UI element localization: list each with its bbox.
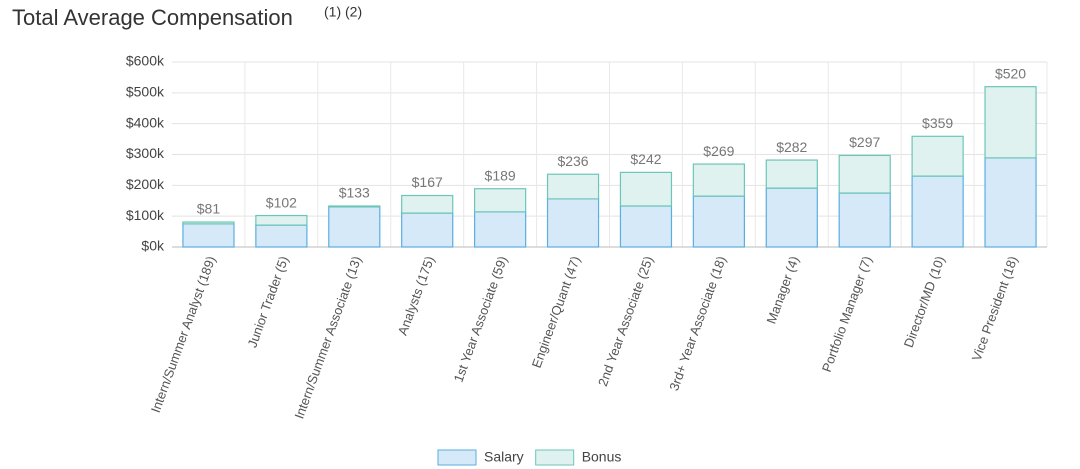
- bar-segment: [619, 171, 673, 207]
- total-label: $269: [703, 143, 734, 159]
- total-label: $242: [630, 151, 661, 167]
- bar-segment: [546, 173, 600, 200]
- total-label: $189: [485, 167, 516, 183]
- total-label: $133: [339, 185, 370, 201]
- bar-segment: [328, 206, 381, 248]
- bar-segment: [474, 211, 527, 248]
- y-tick-label: $400k: [126, 114, 165, 130]
- bar-segment: [182, 221, 235, 225]
- bar-segment: [911, 135, 964, 177]
- x-tick-label: Manager (4): [764, 254, 802, 326]
- y-tick-label: $600k: [126, 53, 165, 69]
- bar-segment: [984, 157, 1037, 248]
- bar-segment: [911, 175, 964, 248]
- y-tick-label: $200k: [126, 176, 165, 192]
- bar-segment: [765, 159, 818, 189]
- bar-segment: [474, 188, 527, 213]
- y-tick-label: $300k: [126, 145, 165, 161]
- chart-title: Total Average Compensation: [12, 5, 293, 30]
- bar-segment: [692, 195, 745, 248]
- bar-segment: [984, 86, 1037, 159]
- bar-segment: [692, 163, 745, 197]
- bar-segment: [765, 187, 818, 248]
- x-tick-label: Director/MD (10): [901, 254, 948, 349]
- x-tick-label: Portfolio Manager (7): [819, 254, 875, 374]
- x-tick-label: Engineer/Quant (47): [529, 254, 583, 370]
- x-tick-label: Intern/Summer Associate (13): [291, 254, 364, 421]
- bar-segment: [838, 192, 891, 248]
- legend-label: Bonus: [582, 449, 622, 465]
- bar-segment: [838, 154, 891, 194]
- legend-label: Salary: [484, 449, 524, 465]
- x-tick-label: Junior Trader (5): [244, 254, 291, 349]
- total-label: $102: [266, 194, 297, 210]
- bar-segment: [328, 205, 381, 208]
- x-tick-label: Vice President (18): [969, 254, 1021, 363]
- total-label: $520: [995, 65, 1026, 81]
- bar-segment: [255, 214, 308, 226]
- bar-segment: [401, 194, 454, 214]
- x-tick-label: 2nd Year Associate (25): [595, 254, 656, 388]
- legend-swatch: [535, 449, 575, 466]
- x-tick-label: 1st Year Associate (59): [451, 254, 511, 384]
- bar-segment: [546, 198, 600, 248]
- bar-segment: [255, 224, 308, 248]
- y-tick-label: $100k: [126, 207, 165, 223]
- bar-segment: [619, 205, 673, 248]
- total-label: $81: [197, 201, 221, 217]
- bar-segment: [182, 223, 235, 248]
- x-tick-label: Analysts (175): [395, 254, 438, 337]
- y-tick-label: $0k: [141, 238, 165, 254]
- total-label: $297: [849, 134, 880, 150]
- total-label: $282: [776, 139, 807, 155]
- legend-swatch: [437, 449, 477, 466]
- bar-segment: [401, 212, 454, 248]
- total-label: $359: [922, 115, 953, 131]
- total-label: $167: [412, 174, 443, 190]
- x-tick-label: Intern/Summer Analyst (189): [148, 254, 219, 415]
- title-note: (1) (2): [324, 4, 362, 20]
- y-tick-label: $500k: [126, 84, 165, 100]
- x-tick-label: 3rd+ Year Associate (18): [666, 254, 729, 393]
- total-label: $236: [557, 153, 588, 169]
